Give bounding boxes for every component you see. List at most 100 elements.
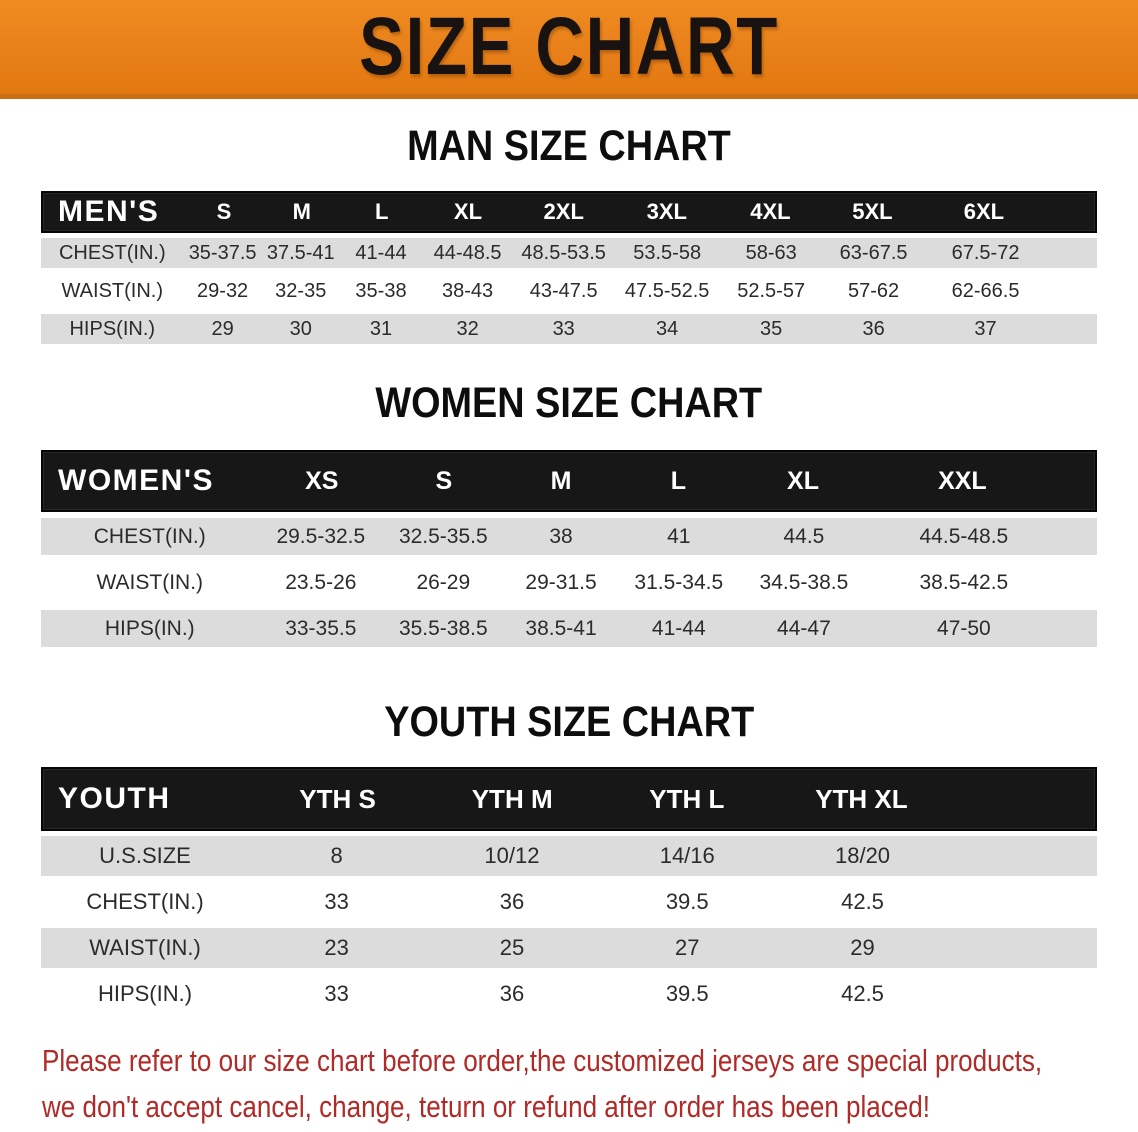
cell-value: 35-37.5	[188, 241, 257, 264]
cell-value: 23	[324, 935, 349, 960]
youth-size-col-yth-l: YTH L	[649, 783, 725, 814]
cell-value: 18/20	[834, 843, 891, 868]
row-label: WAIST(IN.)	[89, 935, 201, 960]
men-section-heading: MAN SIZE CHART	[0, 123, 1138, 169]
cell-value: 33	[324, 981, 349, 1006]
women-chest-row: CHEST(IN.) 29.5-32.5 32.5-35.5 38 41 44.…	[41, 518, 1097, 555]
men-chest-row: CHEST(IN.) 35-37.5 37.5-41 41-44 44-48.5…	[41, 238, 1097, 268]
youth-size-table: YOUTH YTH S YTH M YTH L YTH XL U.S.SIZE …	[41, 767, 1097, 1014]
youth-section-heading-text: YOUTH SIZE CHART	[383, 698, 754, 746]
cell-value: 38-43	[442, 279, 494, 302]
youth-waist-row: WAIST(IN.) 23 25 27 29	[41, 928, 1097, 968]
women-size-col-l: L	[670, 466, 686, 495]
women-size-table: WOMEN'S XS S M L XL XXL CHEST(IN.) 29.5-…	[41, 450, 1097, 647]
cell-value: 44-47	[777, 616, 831, 640]
women-size-col-xl: XL	[787, 466, 819, 495]
cell-value: 32-35	[275, 279, 327, 302]
men-table-header-row: MEN'S S M L XL 2XL 3XL 4XL 5XL 6XL	[41, 191, 1097, 233]
cell-value: 23.5-26	[285, 570, 357, 594]
women-table-header-row: WOMEN'S XS S M L XL XXL	[41, 450, 1097, 512]
cell-value: 29.5-32.5	[276, 524, 366, 548]
cell-value: 36	[499, 981, 525, 1006]
men-size-col-xl: XL	[453, 199, 483, 224]
women-size-col-m: M	[550, 466, 572, 495]
men-table-header-label: MEN'S	[58, 195, 160, 228]
cell-value: 62-66.5	[951, 279, 1020, 302]
cell-value: 14/16	[659, 843, 715, 868]
men-size-col-5xl: 5XL	[852, 199, 893, 224]
cell-value: 53.5-58	[633, 241, 702, 264]
cell-value: 44.5-48.5	[919, 524, 1009, 548]
cell-value: 39.5	[665, 889, 709, 914]
cell-value: 36	[499, 889, 525, 914]
men-size-col-4xl: 4XL	[750, 199, 791, 224]
row-label: HIPS(IN.)	[69, 317, 156, 340]
cell-value: 67.5-72	[951, 241, 1020, 264]
cell-value: 27	[674, 935, 700, 960]
cell-value: 39.5	[665, 981, 709, 1006]
cell-value: 41-44	[651, 616, 706, 640]
cell-value: 34	[656, 317, 679, 340]
women-table-header-label: WOMEN'S	[58, 464, 214, 497]
cell-value: 37.5-41	[266, 241, 335, 264]
cell-value: 57-62	[848, 279, 900, 302]
order-notice-line2: we don't accept cancel, change, teturn o…	[42, 1089, 931, 1124]
cell-value: 33-35.5	[285, 616, 357, 640]
cell-value: 32.5-35.5	[398, 524, 488, 548]
cell-value: 42.5	[841, 981, 884, 1006]
cell-value: 35.5-38.5	[398, 616, 488, 640]
cell-value: 10/12	[484, 843, 540, 868]
youth-table-header-label: YOUTH	[58, 782, 171, 815]
cell-value: 42.5	[841, 889, 884, 914]
order-notice: Please refer to our size chart before or…	[42, 1038, 1138, 1130]
cell-value: 41	[667, 524, 691, 548]
row-label: HIPS(IN.)	[104, 616, 195, 640]
youth-size-col-yth-xl: YTH XL	[815, 783, 908, 814]
row-label: WAIST(IN.)	[61, 279, 163, 302]
youth-hips-row: HIPS(IN.) 33 36 39.5 42.5	[41, 974, 1097, 1014]
cell-value: 33	[324, 889, 349, 914]
cell-value: 63-67.5	[839, 241, 908, 264]
men-size-table: MEN'S S M L XL 2XL 3XL 4XL 5XL 6XL CHEST…	[41, 191, 1097, 344]
cell-value: 35	[760, 317, 783, 340]
men-size-col-6xl: 6XL	[963, 199, 1005, 224]
cell-value: 35-38	[355, 279, 407, 302]
row-label: WAIST(IN.)	[96, 570, 204, 594]
cell-value: 38	[549, 524, 573, 548]
cell-value: 44-48.5	[433, 241, 502, 264]
cell-value: 8	[330, 843, 343, 868]
youth-ussize-row: U.S.SIZE 8 10/12 14/16 18/20	[41, 836, 1097, 876]
size-chart-banner: SIZE CHART	[0, 0, 1138, 99]
cell-value: 29	[850, 935, 875, 960]
men-hips-row: HIPS(IN.) 29 30 31 32 33 34 35 36 37	[41, 314, 1097, 344]
cell-value: 37	[974, 317, 997, 340]
cell-value: 36	[862, 317, 885, 340]
youth-size-col-yth-m: YTH M	[471, 783, 553, 814]
men-size-col-2xl: 2XL	[543, 199, 584, 224]
youth-table-header-row: YOUTH YTH S YTH M YTH L YTH XL	[41, 767, 1097, 831]
cell-value: 38.5-41	[525, 616, 597, 640]
row-label: CHEST(IN.)	[58, 241, 166, 264]
men-size-col-l: L	[375, 199, 389, 224]
cell-value: 47.5-52.5	[624, 279, 710, 302]
cell-value: 30	[289, 317, 312, 340]
women-section-heading-text: WOMEN SIZE CHART	[375, 379, 763, 427]
cell-value: 25	[499, 935, 525, 960]
cell-value: 41-44	[355, 241, 407, 264]
men-size-col-s: S	[216, 199, 232, 224]
banner-title: SIZE CHART	[359, 1, 779, 92]
cell-value: 38.5-42.5	[919, 570, 1009, 594]
cell-value: 31	[369, 317, 393, 340]
women-size-col-xxl: XXL	[938, 466, 987, 495]
order-notice-line1: Please refer to our size chart before or…	[42, 1043, 1043, 1078]
cell-value: 58-63	[745, 241, 797, 264]
row-label: CHEST(IN.)	[93, 524, 206, 548]
row-label: U.S.SIZE	[99, 843, 191, 868]
cell-value: 29	[211, 317, 234, 340]
women-size-col-s: S	[435, 466, 453, 495]
cell-value: 34.5-38.5	[759, 570, 849, 594]
row-label: HIPS(IN.)	[97, 981, 193, 1006]
cell-value: 29-31.5	[525, 570, 597, 594]
youth-section-heading: YOUTH SIZE CHART	[0, 699, 1138, 745]
cell-value: 26-29	[416, 570, 471, 594]
